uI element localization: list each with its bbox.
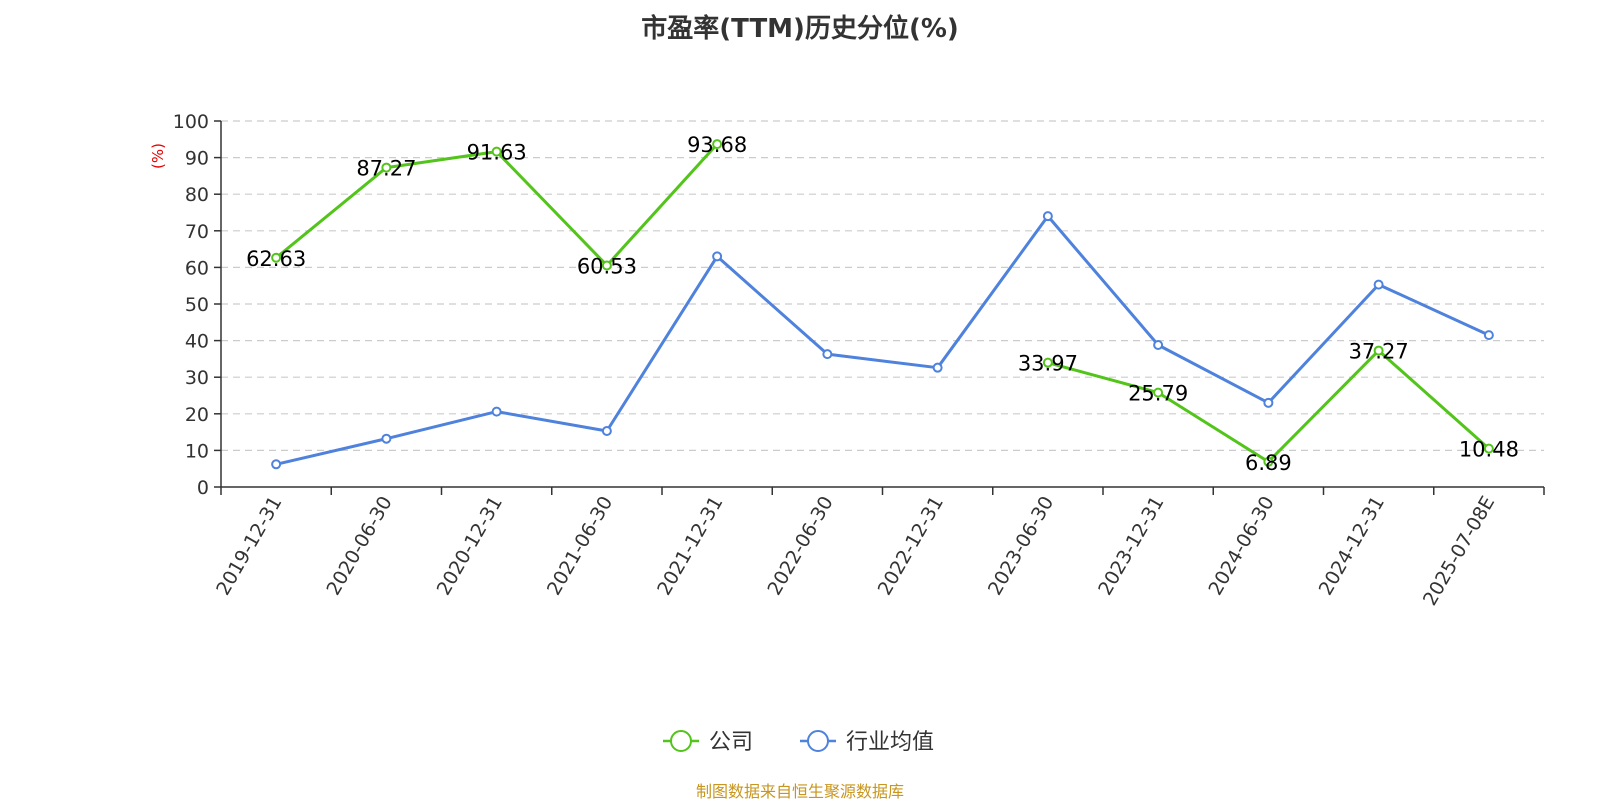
y-tick-label: 20 bbox=[185, 404, 209, 426]
data-point bbox=[1263, 397, 1274, 408]
chart-title: 市盈率(TTM)历史分位(%) bbox=[641, 14, 959, 44]
data-point bbox=[381, 433, 392, 444]
x-tick-label: 2024-12-31 bbox=[1315, 493, 1389, 600]
y-tick-label: 40 bbox=[185, 331, 209, 353]
y-tick-label: 100 bbox=[173, 111, 209, 133]
data-point bbox=[1042, 211, 1053, 222]
x-tick-label: 2021-12-31 bbox=[653, 493, 727, 600]
x-tick-label: 2022-12-31 bbox=[874, 493, 948, 600]
data-point bbox=[1483, 443, 1494, 454]
data-point bbox=[822, 349, 833, 360]
x-tick-label: 2020-12-31 bbox=[433, 493, 507, 600]
data-label: 93.68 bbox=[687, 133, 747, 157]
y-tick-label: 0 bbox=[197, 477, 209, 499]
data-point bbox=[491, 146, 502, 157]
data-point bbox=[1373, 345, 1384, 356]
legend-label: 行业均值 bbox=[846, 730, 934, 755]
data-point bbox=[1263, 456, 1274, 467]
grid-lines bbox=[221, 120, 1544, 451]
series-line-1 bbox=[275, 214, 1490, 466]
x-tick-label: 2021-06-30 bbox=[543, 493, 617, 600]
y-tick-label: 90 bbox=[185, 148, 209, 170]
data-point bbox=[1373, 279, 1384, 290]
data-label: 60.53 bbox=[577, 254, 637, 278]
x-tick-label: 2023-06-30 bbox=[984, 493, 1058, 600]
data-point bbox=[1153, 339, 1164, 350]
data-point bbox=[491, 406, 502, 417]
legend-marker-icon bbox=[670, 730, 692, 752]
y-tick-label: 50 bbox=[185, 294, 209, 316]
data-point bbox=[712, 251, 723, 262]
data-point bbox=[601, 426, 612, 437]
data-label: 62.63 bbox=[246, 247, 306, 271]
data-label: 91.63 bbox=[467, 141, 527, 165]
data-label: 10.48 bbox=[1459, 438, 1519, 462]
legend-marker-icon bbox=[807, 730, 829, 752]
data-label: 6.89 bbox=[1245, 451, 1292, 475]
source-note: 制图数据来自恒生聚源数据库 bbox=[695, 782, 904, 801]
legend[interactable]: 公司 行业均值 bbox=[663, 730, 934, 755]
data-point bbox=[381, 162, 392, 173]
x-tick-label: 2022-06-30 bbox=[763, 493, 837, 600]
y-tick-label: 70 bbox=[185, 221, 209, 243]
data-point bbox=[1153, 387, 1164, 398]
data-point bbox=[271, 459, 282, 470]
data-label: 37.27 bbox=[1349, 340, 1409, 364]
data-point bbox=[271, 252, 282, 263]
axes: 0 10 20 30 40 50 60 70 80 90 100 (%) 2019-12-31 2020-… bbox=[149, 111, 1545, 610]
x-tick-label: 2019-12-31 bbox=[212, 493, 286, 600]
data-point bbox=[601, 260, 612, 271]
x-tick-label: 2024-06-30 bbox=[1204, 493, 1278, 600]
data-point bbox=[1042, 357, 1053, 368]
data-point bbox=[1483, 330, 1494, 341]
y-tick-label: 80 bbox=[185, 184, 209, 206]
data-label: 25.79 bbox=[1128, 382, 1188, 406]
x-tick-label: 2020-06-30 bbox=[322, 493, 396, 600]
x-tick-label: 2025-07-08E bbox=[1419, 493, 1499, 610]
y-tick-label: 30 bbox=[185, 367, 209, 389]
data-labels: 62.63 87.27 91.63 60.53 93.68 33.97 25.79 6.89 3… bbox=[246, 133, 1519, 475]
legend-label: 公司 bbox=[709, 730, 753, 755]
data-label: 87.27 bbox=[356, 157, 416, 181]
series bbox=[271, 139, 1494, 470]
x-tick-label: 2023-12-31 bbox=[1094, 493, 1168, 600]
data-point bbox=[712, 139, 723, 150]
y-axis-title: (%) bbox=[149, 143, 167, 169]
y-tick-label: 60 bbox=[185, 257, 209, 279]
data-label: 33.97 bbox=[1018, 352, 1078, 376]
y-tick-label: 10 bbox=[185, 440, 209, 462]
data-point bbox=[932, 362, 943, 373]
